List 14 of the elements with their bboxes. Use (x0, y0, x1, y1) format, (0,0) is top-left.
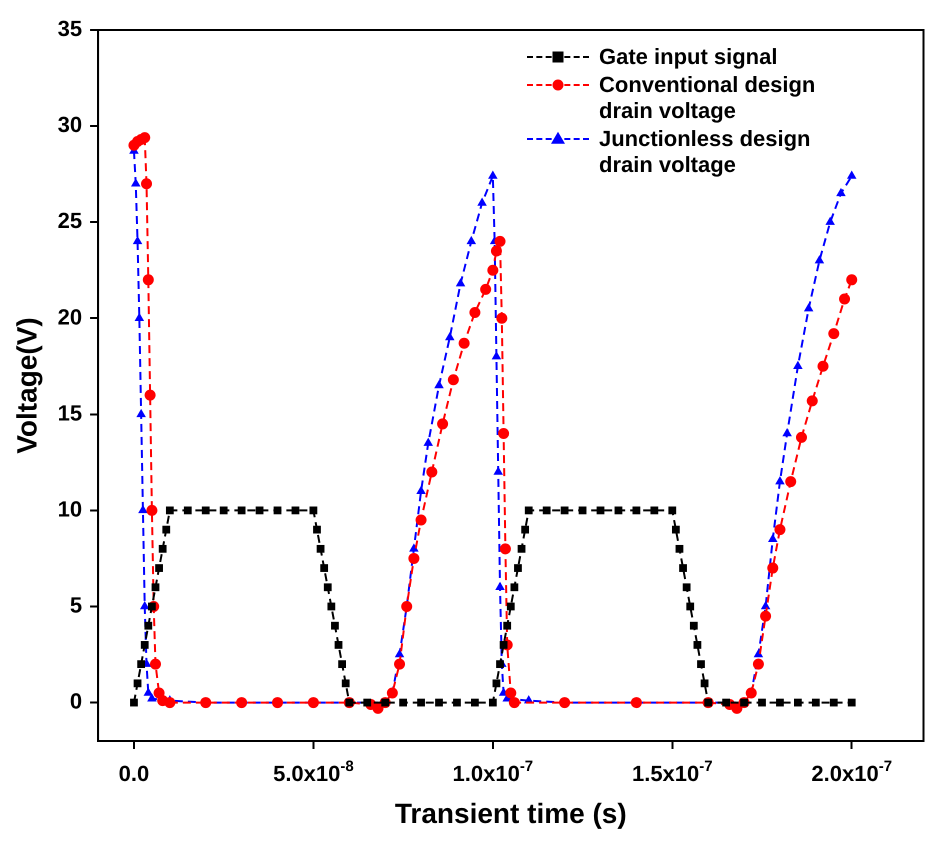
legend-label: Gate input signal (599, 44, 778, 70)
x-tick-label: 0.0 (118, 761, 150, 786)
y-tick-label: 15 (58, 400, 82, 426)
y-tick-label: 0 (70, 688, 82, 714)
y-tick-label: 5 (70, 592, 82, 618)
y-tick-label: 30 (58, 112, 82, 138)
y-tick-label: 10 (58, 496, 82, 522)
y-tick-label: 20 (58, 304, 82, 330)
y-tick-label: 25 (58, 208, 82, 234)
y-axis-title: Voltage(V) (12, 317, 43, 454)
x-axis-title: Transient time (s) (394, 798, 627, 829)
legend-label: Junctionless design drain voltage (599, 126, 812, 178)
y-tick-label: 35 (58, 16, 82, 42)
legend-label: Conventional design drain voltage (599, 72, 816, 124)
